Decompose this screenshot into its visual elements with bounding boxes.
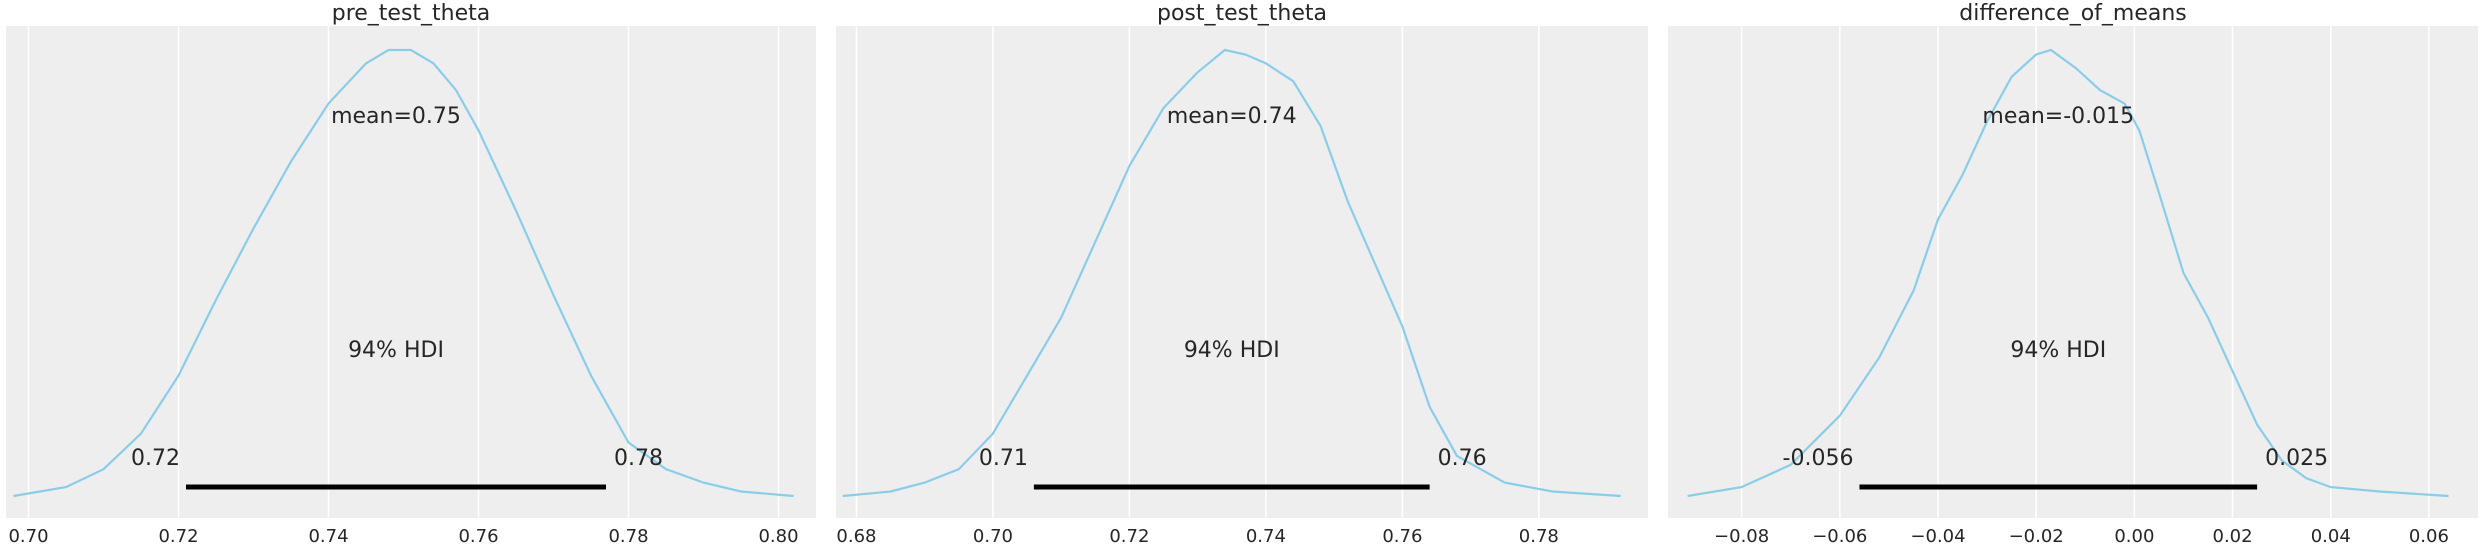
hdi-label: 94% HDI [1184,338,1280,363]
mean-label: mean=-0.015 [1982,104,2134,129]
x-tick-label: 0.06 [2409,526,2449,547]
hdi-low-label: -0.056 [1783,446,1854,471]
x-tick-label: 0.04 [2311,526,2351,547]
x-tick-label: 0.70 [973,526,1013,547]
hdi-high-label: 0.78 [614,446,663,471]
hdi-high-label: 0.025 [2265,446,2328,471]
panel-title: post_test_theta [1157,1,1327,26]
x-tick-label: 0.74 [1246,526,1286,547]
x-tick-label: 0.72 [158,526,198,547]
x-tick-label: 0.72 [1109,526,1149,547]
panel-title: difference_of_means [1959,1,2187,26]
plot-area-difference-of-means [1668,26,2478,518]
plot-area-pre-test-theta [6,26,816,518]
density-curve [842,48,1621,498]
panel-pre-test-theta: 0.70 0.72 0.74 0.76 0.78 0.80 pre_test_thetame… [6,1,816,547]
density-curve [13,48,794,498]
x-tick-label: −0.04 [1910,526,1965,547]
mean-label: mean=0.75 [331,104,461,129]
x-tick-label: 0.78 [1519,526,1559,547]
hdi-label: 94% HDI [348,338,444,363]
panel-difference-of-means: −0.08 −0.06 −0.04 −0.02 0.00 0.02 0.04 0.06 diff… [1668,1,2478,547]
density-curve [1687,48,2449,498]
x-tick-label: 0.70 [8,526,48,547]
x-tick-label: 0.78 [608,526,648,547]
x-tick-label: 0.68 [836,526,876,547]
panel-title: pre_test_theta [332,1,491,26]
x-tick-label: 0.76 [1382,526,1422,547]
x-tick-label: 0.76 [458,526,498,547]
hdi-low-label: 0.72 [131,446,180,471]
x-tick-label: −0.06 [1812,526,1867,547]
x-tick-label: −0.02 [2009,526,2064,547]
mean-label: mean=0.74 [1167,104,1297,129]
hdi-label: 94% HDI [2010,338,2106,363]
x-tick-label: 0.00 [2114,526,2154,547]
x-tick-label: 0.74 [308,526,348,547]
panel-post-test-theta: 0.68 0.70 0.72 0.74 0.76 0.78 post_test_thetam… [836,1,1648,547]
x-tick-label: −0.08 [1714,526,1769,547]
plot-area-post-test-theta [836,26,1648,518]
x-tick-label: 0.02 [2213,526,2253,547]
hdi-low-label: 0.71 [979,446,1028,471]
x-tick-label: 0.80 [758,526,798,547]
hdi-high-label: 0.76 [1438,446,1487,471]
